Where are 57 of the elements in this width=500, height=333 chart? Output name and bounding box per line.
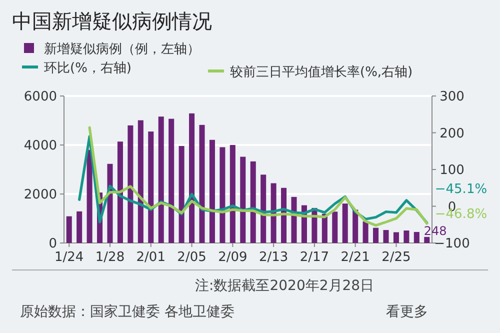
legend-label: 较前三日平均值增长率(%,右轴) [230,64,413,80]
x-tick-label: 2/17 [300,250,330,265]
value-label: −45.1% [434,182,488,197]
x-tick-label: 2/05 [177,250,206,265]
legend-label: 环比(%，右轴) [44,61,132,76]
y-tick-label: 2000 [24,188,57,202]
bar [250,161,256,243]
bar [414,232,420,243]
bar [281,188,287,243]
x-tick-label: 2/01 [136,250,166,265]
bar [158,116,164,243]
y2-tick-label: −100 [434,236,470,252]
bar [178,146,184,243]
bar [230,145,236,243]
y2-tick-label: 200 [440,126,464,142]
bar [424,236,430,243]
y2-tick-label: 100 [440,163,464,178]
bar [240,156,246,243]
y2-tick-label: 300 [440,90,464,104]
bar [260,174,266,243]
text: 看更多 [386,304,428,320]
bar [128,125,134,243]
bar [117,142,123,243]
bar [168,118,174,243]
text: 注:数据截至2020年2月28日 [195,278,374,294]
bar [209,140,215,243]
bar [373,228,379,243]
bar [76,211,82,243]
bar [189,113,195,243]
title: 中国新增疑似病例情况 [12,9,212,33]
bar [107,164,113,243]
bar [86,150,92,243]
text: 原始数据：国家卫健委 各地卫健委 [20,304,234,320]
x-tick-label: 1/24 [54,250,84,265]
bar [362,221,368,243]
bar [66,216,72,243]
bar [332,212,338,243]
y-tick-label: 0 [48,236,57,252]
bar [383,230,389,243]
y-tick-label: 4000 [24,138,57,154]
bar [352,210,358,243]
legend-label: 新增疑似病例（例，左轴） [44,42,200,57]
bar [138,120,144,243]
x-tick-label: 2/13 [258,250,288,265]
x-tick-label: 2/21 [340,250,370,265]
bar [393,232,399,243]
bar [404,230,410,243]
value-label: 248 [424,224,447,238]
bar [148,132,154,243]
bar [342,204,348,243]
x-tick-label: 2/09 [218,250,248,265]
y-tick-label: 6000 [24,90,57,104]
x-tick-label: 1/28 [95,250,125,265]
bar [270,183,276,243]
x-tick-label: 2/25 [382,250,411,265]
bar [220,147,226,243]
bar [199,124,205,243]
